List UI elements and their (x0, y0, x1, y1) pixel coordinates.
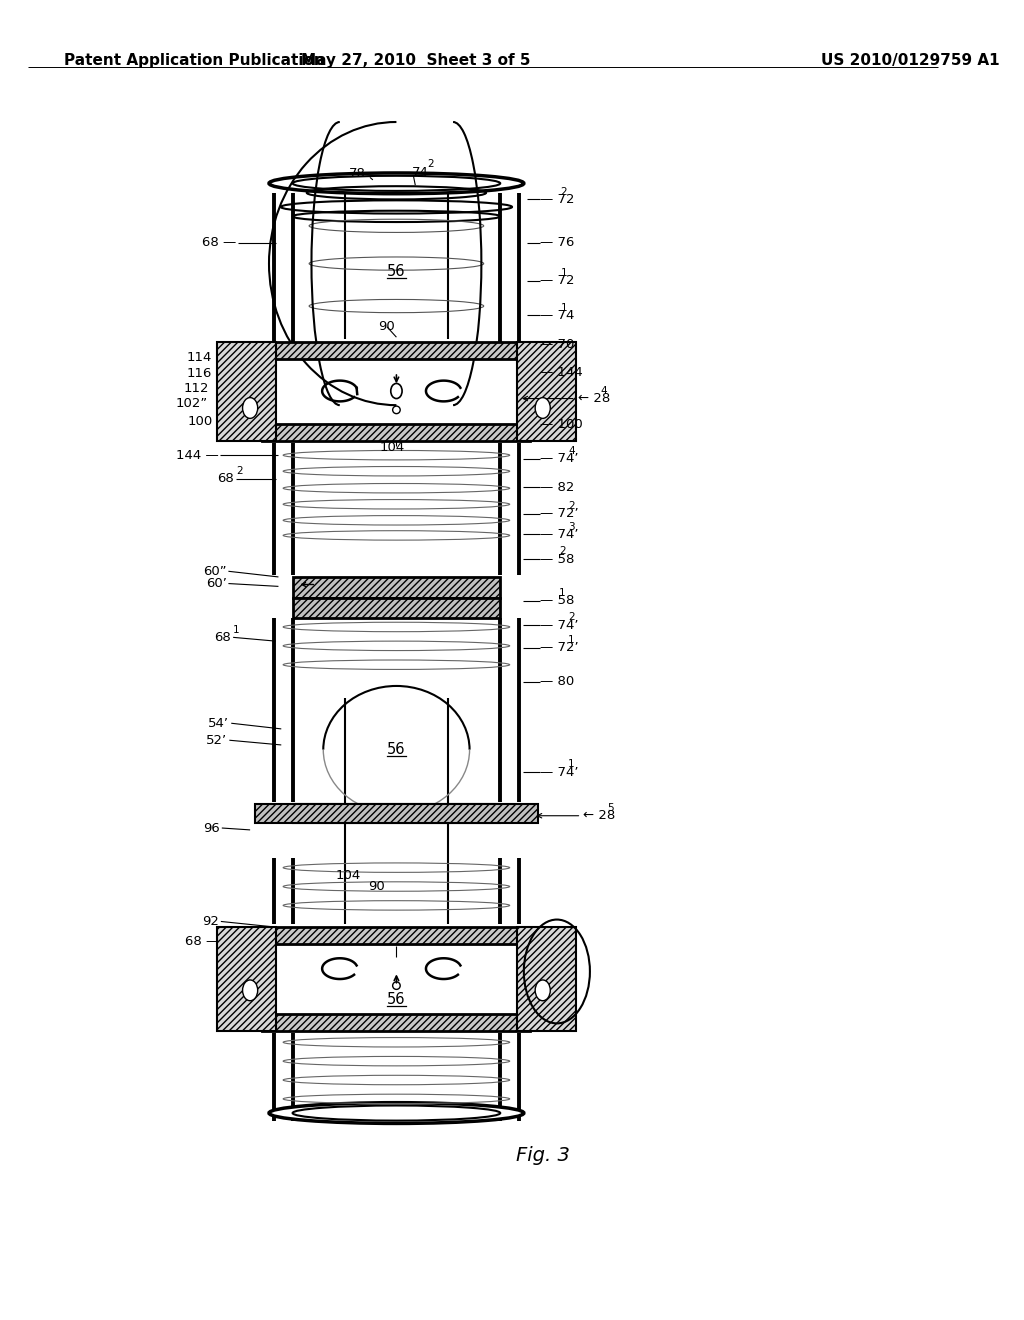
Ellipse shape (243, 397, 258, 418)
Text: 3: 3 (568, 521, 574, 532)
Text: — 74’: — 74’ (540, 528, 579, 541)
Bar (217, 342, 275, 441)
Text: 52’: 52’ (207, 734, 227, 747)
Text: 68: 68 (217, 473, 234, 486)
Bar (293, 577, 501, 598)
Text: 2: 2 (236, 466, 243, 477)
Text: 104: 104 (335, 869, 360, 882)
Text: — 82: — 82 (540, 480, 574, 494)
Bar (217, 927, 275, 1031)
Ellipse shape (536, 979, 550, 1001)
Text: — 72’: — 72’ (540, 642, 579, 655)
Text: 68: 68 (214, 631, 231, 644)
Text: — 74: — 74 (540, 309, 574, 322)
Text: — 72: — 72 (540, 193, 574, 206)
Text: 1: 1 (568, 635, 574, 645)
Text: — 74’: — 74’ (540, 766, 579, 779)
Bar (262, 342, 530, 359)
Text: 2: 2 (559, 546, 565, 556)
Bar (262, 1014, 530, 1031)
Bar (517, 342, 575, 441)
Text: 2: 2 (568, 612, 574, 622)
Text: 2: 2 (428, 160, 434, 169)
Text: 68 —: 68 — (202, 236, 236, 249)
Bar (262, 927, 530, 944)
Text: 4: 4 (568, 446, 574, 457)
Text: 4: 4 (600, 385, 607, 396)
Text: — 72’: — 72’ (540, 507, 579, 520)
Text: 2: 2 (568, 500, 574, 511)
Text: — 80: — 80 (540, 676, 574, 688)
Text: 60”: 60” (203, 565, 226, 578)
Text: US 2010/0129759 A1: US 2010/0129759 A1 (821, 53, 999, 69)
Text: 5: 5 (607, 803, 613, 813)
Text: 92: 92 (202, 915, 219, 928)
Text: May 27, 2010  Sheet 3 of 5: May 27, 2010 Sheet 3 of 5 (301, 53, 530, 69)
Text: 144 —: 144 — (176, 449, 219, 462)
Bar (293, 804, 501, 824)
Text: — 144: — 144 (540, 366, 583, 379)
Bar (262, 424, 530, 441)
Bar (255, 804, 538, 824)
Text: 2: 2 (561, 186, 567, 197)
Text: 74: 74 (412, 165, 428, 178)
Text: 54’: 54’ (208, 717, 229, 730)
Text: 90: 90 (379, 321, 395, 334)
Ellipse shape (269, 173, 524, 194)
Text: — 58: — 58 (540, 553, 574, 565)
Text: 1: 1 (568, 759, 574, 770)
Text: — 74’: — 74’ (540, 619, 579, 631)
Text: — 70: — 70 (540, 338, 574, 351)
Ellipse shape (536, 397, 550, 418)
Text: 1: 1 (561, 268, 567, 277)
Text: — 100: — 100 (540, 417, 583, 430)
Text: 56: 56 (387, 264, 406, 279)
Ellipse shape (243, 979, 258, 1001)
Text: 1: 1 (233, 624, 240, 635)
Text: — 74’: — 74’ (540, 453, 579, 466)
Text: ← 28: ← 28 (584, 809, 615, 822)
Text: 78: 78 (349, 168, 367, 181)
Text: 1: 1 (561, 302, 567, 313)
Text: 96: 96 (203, 821, 220, 834)
Text: 56: 56 (387, 993, 406, 1007)
Text: 102”: 102” (175, 397, 208, 409)
Ellipse shape (269, 1102, 524, 1123)
Text: — 58: — 58 (540, 594, 574, 607)
Text: 116: 116 (187, 367, 212, 380)
Text: 68 —: 68 — (184, 935, 219, 948)
Bar (517, 927, 575, 1031)
Text: — 72: — 72 (540, 275, 574, 286)
Bar (293, 598, 501, 619)
Text: 100: 100 (187, 414, 212, 428)
Text: ← 28: ← 28 (578, 392, 610, 405)
Text: — 76: — 76 (540, 236, 574, 249)
Text: 114: 114 (187, 351, 212, 364)
Text: Fig. 3: Fig. 3 (516, 1146, 569, 1166)
Text: 1: 1 (559, 587, 565, 598)
Text: 112: 112 (184, 381, 210, 395)
Text: 60’: 60’ (206, 577, 226, 590)
Ellipse shape (391, 383, 402, 399)
Text: 90: 90 (368, 880, 385, 894)
Text: 56: 56 (387, 742, 406, 758)
Text: Patent Application Publication: Patent Application Publication (65, 53, 325, 69)
Text: 104: 104 (379, 441, 404, 454)
